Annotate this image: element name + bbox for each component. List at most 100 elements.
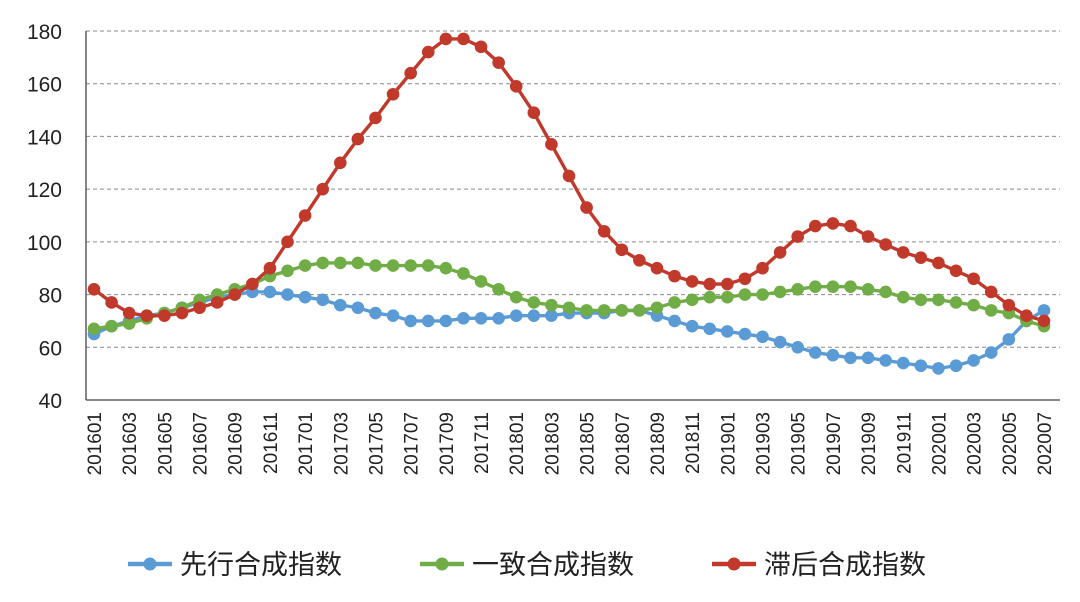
data-point: [791, 230, 805, 243]
x-tick-label: 201903: [754, 412, 775, 475]
legend-swatch-marker: [435, 557, 449, 571]
data-point: [914, 293, 928, 307]
data-point: [633, 304, 646, 317]
data-point: [369, 259, 382, 272]
x-tick-label: 201703: [331, 412, 352, 475]
data-point: [509, 80, 523, 93]
data-point: [844, 280, 857, 293]
data-point: [861, 283, 875, 296]
data-point: [808, 280, 822, 293]
x-tick-label: 201805: [578, 412, 599, 475]
data-point: [949, 296, 963, 309]
x-tick-label: 201807: [613, 412, 634, 475]
data-point: [1037, 314, 1051, 328]
data-point: [333, 298, 347, 312]
data-point: [386, 259, 400, 272]
data-point: [263, 285, 277, 299]
data-point: [668, 296, 681, 309]
x-tick-label: 201905: [789, 412, 810, 475]
data-point: [826, 217, 840, 230]
data-point: [967, 272, 980, 286]
data-point: [562, 301, 576, 315]
data-point: [685, 275, 699, 288]
data-point: [615, 243, 629, 257]
data-point: [861, 230, 875, 243]
data-point: [650, 261, 664, 275]
data-point: [879, 238, 892, 251]
data-point: [791, 283, 805, 296]
data-point: [914, 359, 928, 373]
x-tick-label: 201901: [718, 412, 739, 475]
data-point: [932, 362, 945, 375]
data-point: [597, 225, 611, 238]
x-tick-label: 201707: [402, 412, 423, 475]
data-point: [105, 319, 118, 333]
data-point: [105, 296, 118, 309]
data-point: [421, 45, 435, 59]
data-point: [298, 209, 312, 222]
data-point: [351, 256, 365, 270]
data-point: [351, 132, 365, 146]
axes: 40 60 80 100 120 140 160 180 201601 201603 201605 2…: [27, 21, 1060, 475]
data-point: [685, 319, 699, 333]
data-point: [703, 322, 717, 336]
data-point: [404, 259, 417, 272]
y-tick-label: 100: [27, 232, 62, 255]
data-point: [1020, 309, 1033, 322]
legend-label: 滞后合成指数: [764, 550, 926, 581]
x-tick-label: 202007: [1035, 412, 1056, 475]
data-point: [808, 219, 822, 233]
data-point: [967, 298, 980, 312]
data-point: [879, 354, 892, 367]
data-point: [756, 261, 769, 275]
data-point: [721, 325, 734, 338]
data-point: [509, 309, 523, 322]
data-point: [140, 309, 154, 322]
x-tick-label: 201909: [859, 412, 880, 475]
y-tick-label: 120: [27, 179, 62, 202]
data-point: [369, 111, 382, 125]
data-point: [721, 277, 734, 291]
data-point: [756, 288, 769, 301]
x-tick-label: 201709: [437, 412, 458, 475]
data-point: [580, 201, 593, 214]
data-point: [738, 327, 752, 341]
data-point: [703, 277, 717, 291]
data-point: [826, 348, 840, 362]
data-point: [122, 306, 136, 320]
data-point: [773, 285, 787, 299]
x-tick-label: 201705: [366, 412, 387, 475]
data-point: [1002, 298, 1016, 312]
x-tick-label: 201605: [155, 412, 176, 475]
data-point: [545, 309, 558, 322]
x-tick-label: 202005: [1000, 412, 1021, 475]
data-point: [685, 293, 699, 307]
data-point: [808, 346, 822, 359]
data-point: [316, 293, 330, 307]
x-tick-label: 201701: [296, 412, 317, 475]
data-point: [615, 304, 629, 317]
y-tick-label: 160: [27, 74, 62, 97]
data-point: [879, 285, 892, 299]
data-point: [967, 354, 980, 367]
x-tick-label: 201611: [261, 412, 282, 474]
data-point: [527, 309, 541, 322]
data-point: [984, 346, 998, 359]
data-point: [439, 32, 453, 46]
data-point: [756, 330, 769, 344]
data-point: [457, 32, 470, 46]
y-tick-label: 140: [27, 126, 62, 149]
x-tick-label: 201601: [85, 412, 106, 475]
data-point: [650, 301, 664, 315]
data-point: [738, 272, 752, 286]
data-point: [439, 261, 453, 275]
x-tick-label: 201609: [226, 412, 247, 475]
x-tick-label: 201603: [120, 412, 141, 475]
data-point: [896, 356, 910, 370]
data-point: [527, 106, 541, 120]
data-point: [210, 296, 224, 309]
data-point: [844, 219, 857, 233]
x-tick-label: 201907: [824, 412, 845, 475]
data-point: [333, 256, 347, 270]
